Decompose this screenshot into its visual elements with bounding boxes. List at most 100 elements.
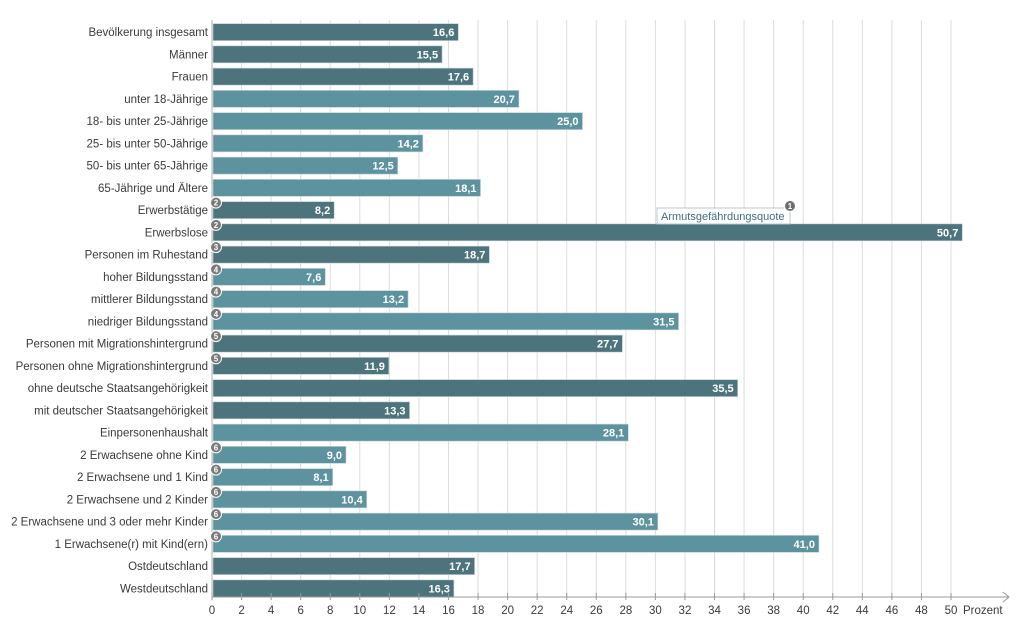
footnote-number: 6 xyxy=(214,510,219,519)
value-label: 31,5 xyxy=(653,316,674,328)
category-label: Ostdeutschland xyxy=(128,561,208,573)
footnote-number: 4 xyxy=(214,310,219,319)
value-label: 25,0 xyxy=(557,116,578,128)
category-label: Bevölkerung insgesamt xyxy=(88,27,208,39)
footnote-number: 6 xyxy=(214,488,219,497)
value-label: 14,2 xyxy=(397,138,418,150)
bar xyxy=(212,290,409,308)
tick-label: 6 xyxy=(297,605,303,617)
value-label: 27,7 xyxy=(597,339,618,351)
bar xyxy=(212,379,738,397)
bar xyxy=(212,557,475,575)
category-label: 25- bis unter 50-Jährige xyxy=(87,138,208,150)
tick-label: 14 xyxy=(413,605,426,617)
tick-label: 8 xyxy=(327,605,333,617)
value-label: 7,6 xyxy=(306,272,321,284)
bar xyxy=(212,357,390,375)
footnote-badge xyxy=(210,508,222,521)
bar xyxy=(212,134,424,153)
category-label: hoher Bildungsstand xyxy=(103,272,208,284)
category-label: Frauen xyxy=(172,72,208,84)
bar xyxy=(212,201,335,219)
tick-label: 34 xyxy=(708,605,721,617)
category-label: Personen ohne Migrationshintergrund xyxy=(16,361,208,373)
footnote-number: 4 xyxy=(214,288,219,297)
annotation-footnote-number: 1 xyxy=(788,202,793,211)
footnote-badge xyxy=(210,218,222,231)
category-label: 2 Erwachsene und 3 oder mehr Kinder xyxy=(11,517,208,529)
category-label: Personen im Ruhestand xyxy=(85,250,208,262)
category-label: 1 Erwachsene(r) mit Kind(ern) xyxy=(55,539,209,551)
bar xyxy=(212,223,963,242)
bar xyxy=(212,401,410,420)
value-label: 12,5 xyxy=(372,161,393,173)
bar xyxy=(212,334,623,353)
category-label: ohne deutsche Staatsangehörigkeit xyxy=(28,383,209,395)
footnote-number: 2 xyxy=(214,221,219,230)
tick-label: 44 xyxy=(856,605,869,617)
value-label: 13,3 xyxy=(384,405,405,417)
category-label: Erwerbslose xyxy=(145,227,208,239)
category-label: mit deutscher Staatsangehörigkeit xyxy=(34,405,209,417)
footnote-badge xyxy=(210,441,222,454)
bar xyxy=(212,245,490,264)
tick-label: 2 xyxy=(238,605,244,617)
footnote-badge xyxy=(210,530,222,543)
category-label: unter 18-Jährige xyxy=(124,94,208,106)
footnote-badge xyxy=(210,485,222,498)
category-label: Männer xyxy=(169,49,208,61)
tick-label: 36 xyxy=(738,605,751,617)
tick-label: 40 xyxy=(797,605,810,617)
bar xyxy=(212,512,659,531)
tick-label: 4 xyxy=(268,605,275,617)
tick-label: 0 xyxy=(209,605,215,617)
footnote-number: 2 xyxy=(214,199,219,208)
bar xyxy=(212,112,583,130)
value-label: 8,1 xyxy=(313,472,328,484)
value-label: 20,7 xyxy=(494,94,515,106)
value-label: 16,6 xyxy=(433,27,454,39)
tick-label: 42 xyxy=(826,605,839,617)
bar xyxy=(212,312,679,331)
tick-label: 18 xyxy=(472,605,485,617)
tick-label: 50 xyxy=(945,605,958,617)
footnote-number: 6 xyxy=(214,443,219,452)
category-label: Westdeutschland xyxy=(120,583,208,595)
tick-label: 16 xyxy=(442,605,455,617)
value-label: 17,7 xyxy=(449,561,470,573)
value-label: 17,6 xyxy=(448,72,469,84)
footnote-badge xyxy=(210,196,222,209)
bars: Bevölkerung insgesamt 16,6 Männer 15,5 Fraue… xyxy=(11,23,963,598)
tick-label: 30 xyxy=(649,605,662,617)
footnote-badge xyxy=(210,352,222,365)
bar xyxy=(212,179,481,197)
value-label: 8,2 xyxy=(315,205,330,217)
value-label: 9,0 xyxy=(327,450,342,462)
bar xyxy=(212,156,399,175)
bar xyxy=(212,468,334,486)
category-label: 2 Erwachsene und 1 Kind xyxy=(77,472,208,484)
value-label: 18,7 xyxy=(464,250,485,262)
bar xyxy=(212,423,629,442)
category-label: 18- bis unter 25-Jährige xyxy=(87,116,208,128)
bar xyxy=(212,446,347,464)
category-label: 65-Jährige und Ältere xyxy=(98,183,208,195)
value-label: 50,7 xyxy=(937,227,958,239)
tick-label: 24 xyxy=(560,605,573,617)
category-label: Personen mit Migrationshintergrund xyxy=(26,339,208,351)
annotation-box xyxy=(656,207,791,225)
tick-label: 32 xyxy=(679,605,692,617)
bar xyxy=(212,90,520,108)
tick-label: 22 xyxy=(531,605,544,617)
category-label: niedriger Bildungsstand xyxy=(88,316,208,328)
category-label: mittlerer Bildungsstand xyxy=(91,294,208,306)
value-label: 10,4 xyxy=(341,494,363,506)
tick-label: 38 xyxy=(767,605,780,617)
value-label: 18,1 xyxy=(455,183,476,195)
tick-label: 28 xyxy=(619,605,632,617)
tick-label: 20 xyxy=(501,605,514,617)
footnote-badge xyxy=(210,330,222,343)
category-label: Einpersonenhaushalt xyxy=(100,428,209,440)
category-label: Erwerbstätige xyxy=(138,205,208,217)
